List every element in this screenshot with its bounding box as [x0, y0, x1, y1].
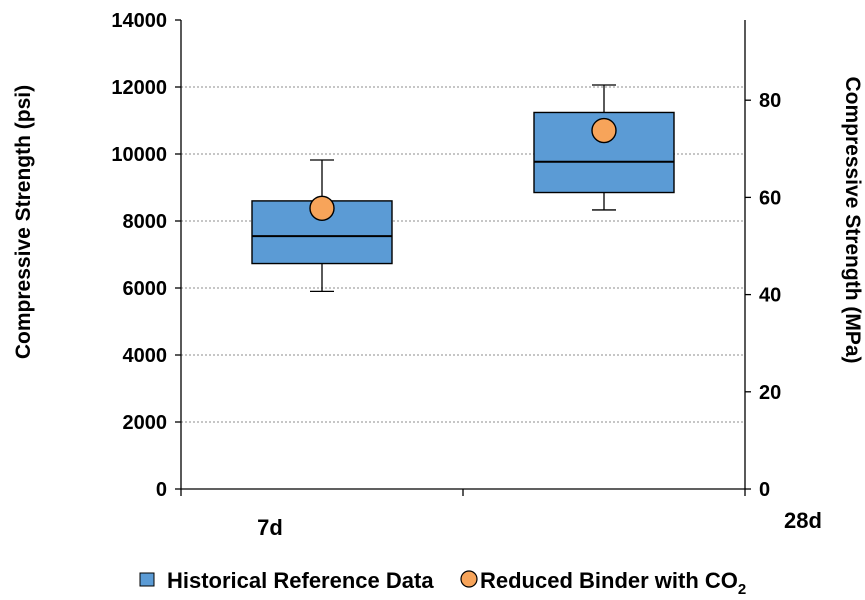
legend-swatch-historical: [139, 572, 155, 587]
y-right-tick-label: 80: [759, 90, 781, 112]
y-right-tick-label: 60: [759, 187, 781, 209]
y-right-tick-label: 40: [759, 285, 781, 307]
data-point-reduced-binder: [591, 117, 617, 144]
x-category-label: 28d: [784, 508, 822, 533]
data-marks: [251, 84, 675, 293]
y-left-tick-label: 4000: [123, 345, 168, 367]
y-left-tick-label: 10000: [111, 144, 167, 166]
x-category-label: 7d: [257, 515, 283, 540]
y-left-tick-label: 8000: [123, 211, 168, 233]
legend-marker-reduced-binder: [460, 570, 478, 588]
data-point-reduced-binder: [309, 195, 335, 221]
y-left-tick-label: 0: [156, 479, 167, 501]
y-axis-left-title: Compressive Strength (psi): [12, 85, 35, 359]
y-left-tick-label: 12000: [111, 77, 167, 99]
y-left-tick-label: 2000: [123, 412, 168, 434]
y-axis-right-title: Compressive Strength (MPa): [841, 76, 864, 363]
y-left-tick-label: 14000: [111, 10, 167, 32]
legend-label-historical: Historical Reference Data: [167, 568, 434, 593]
axes: 0 2000 4000 6000 8000 10000 12000 14000 0 20 40 60 8…: [111, 10, 822, 540]
legend-label-reduced-binder: Reduced Binder with CO2: [480, 568, 746, 598]
y-right-tick-label: 0: [759, 479, 770, 501]
legend-label-subscript: 2: [738, 581, 746, 598]
legend: Historical Reference Data Reduced Binder…: [139, 568, 746, 598]
y-right-tick-label: 20: [759, 382, 781, 404]
y-left-tick-label: 6000: [123, 278, 168, 300]
